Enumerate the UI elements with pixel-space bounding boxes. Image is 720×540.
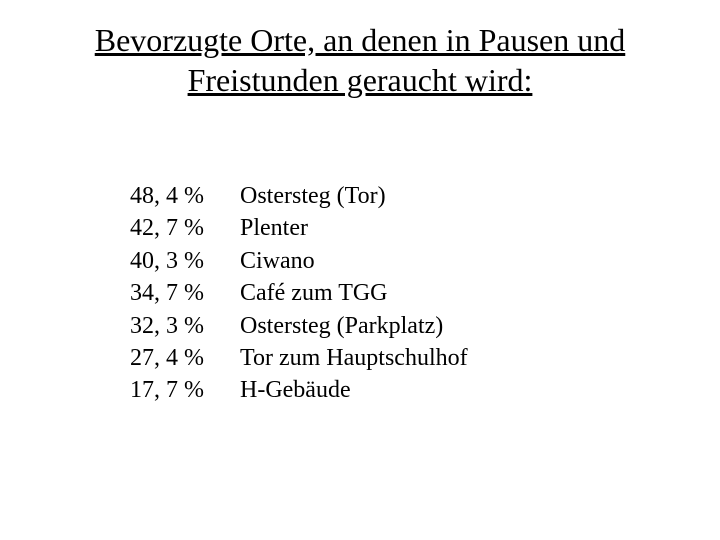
percent-value: 48, 4 %	[130, 180, 210, 212]
data-list: 48, 4 % Ostersteg (Tor) 42, 7 % Plenter …	[130, 180, 468, 407]
location-label: H-Gebäude	[210, 374, 351, 406]
title-line-2: Freistunden geraucht wird:	[188, 62, 533, 98]
title-block: Bevorzugte Orte, an denen in Pausen und …	[0, 20, 720, 100]
percent-value: 17, 7 %	[130, 374, 210, 406]
list-item: 48, 4 % Ostersteg (Tor)	[130, 180, 468, 212]
list-item: 27, 4 % Tor zum Hauptschulhof	[130, 342, 468, 374]
location-label: Plenter	[210, 212, 308, 244]
location-label: Ostersteg (Tor)	[210, 180, 386, 212]
percent-value: 34, 7 %	[130, 277, 210, 309]
list-item: 17, 7 % H-Gebäude	[130, 374, 468, 406]
list-item: 42, 7 % Plenter	[130, 212, 468, 244]
location-label: Café zum TGG	[210, 277, 388, 309]
title-line-1: Bevorzugte Orte, an denen in Pausen und	[95, 22, 626, 58]
list-item: 34, 7 % Café zum TGG	[130, 277, 468, 309]
location-label: Ostersteg (Parkplatz)	[210, 310, 443, 342]
page: Bevorzugte Orte, an denen in Pausen und …	[0, 0, 720, 540]
list-item: 40, 3 % Ciwano	[130, 245, 468, 277]
location-label: Ciwano	[210, 245, 315, 277]
location-label: Tor zum Hauptschulhof	[210, 342, 468, 374]
percent-value: 40, 3 %	[130, 245, 210, 277]
percent-value: 32, 3 %	[130, 310, 210, 342]
percent-value: 42, 7 %	[130, 212, 210, 244]
list-item: 32, 3 % Ostersteg (Parkplatz)	[130, 310, 468, 342]
percent-value: 27, 4 %	[130, 342, 210, 374]
